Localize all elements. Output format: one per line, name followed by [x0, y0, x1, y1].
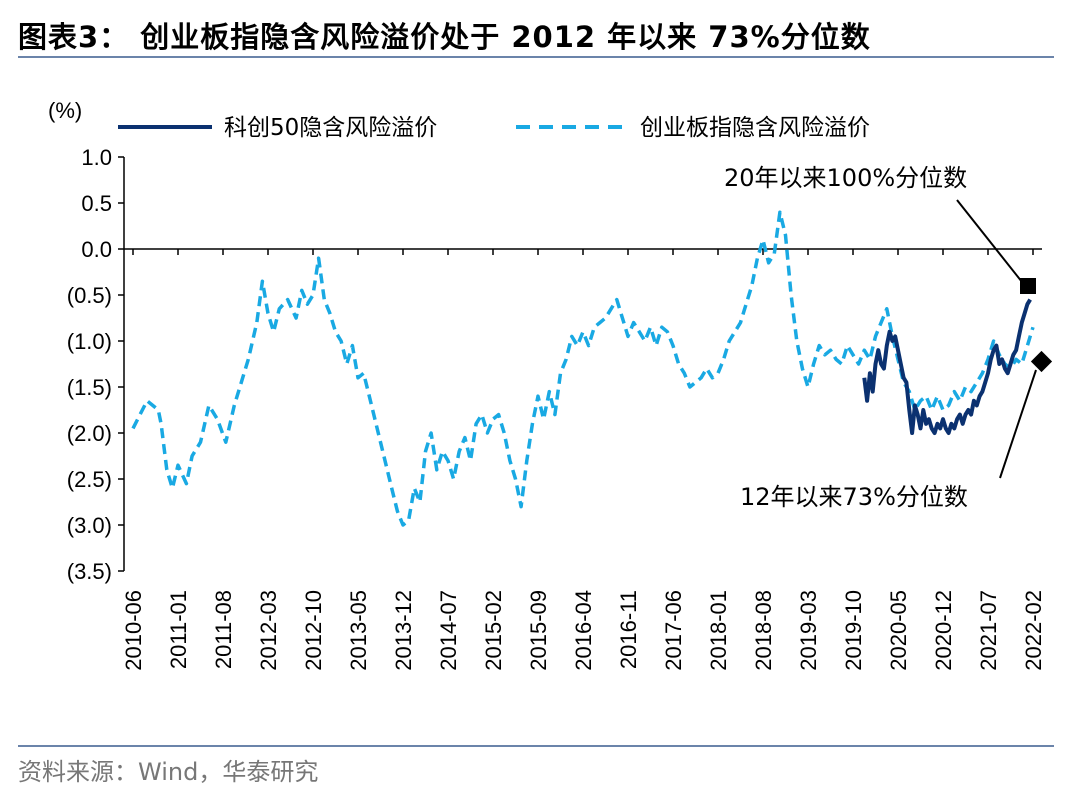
x-tick-label: 2011-08	[211, 590, 236, 669]
y-tick-label: 0.0	[81, 237, 112, 262]
annotation-leader-cyb	[999, 369, 1037, 479]
x-tick-label: 2022-02	[1021, 590, 1046, 671]
x-tick-label: 2020-12	[931, 590, 956, 671]
x-tick-label: 2016-11	[616, 590, 641, 669]
y-tick-label: 1.0	[81, 145, 112, 170]
chart-title: 图表3： 创业板指隐含风险溢价处于 2012 年以来 73%分位数	[18, 20, 871, 54]
footer-divider	[18, 745, 1054, 747]
x-tick-label: 2020-05	[886, 590, 911, 671]
y-tick-label: (1.0)	[67, 329, 112, 354]
annotation-marker-kc50	[1020, 278, 1036, 294]
chart-canvas: (%) 科创50隐含风险溢价 创业板指隐含风险溢价 1.0 0.5 0.0 (0.5)…	[48, 98, 1053, 671]
y-tick-label: 0.5	[81, 191, 112, 216]
source-note: 资料来源：Wind，华泰研究	[18, 758, 319, 786]
x-tick-label: 2013-05	[346, 590, 371, 671]
series-group	[131, 210, 1035, 527]
title-divider	[18, 56, 1054, 58]
annotation-marker-cyb	[1030, 350, 1053, 373]
x-tick-label: 2019-10	[841, 590, 866, 671]
series-line-kc50	[862, 298, 1032, 435]
x-tick-label: 2012-10	[301, 590, 326, 671]
x-tick-label: 2011-01	[166, 590, 191, 669]
x-tick-label: 2014-07	[436, 590, 461, 671]
legend-label-cyb: 创业板指隐含风险溢价	[640, 115, 870, 141]
x-tick-label: 2017-06	[661, 590, 686, 671]
x-tick-label: 2015-09	[526, 590, 551, 671]
annotation-cyb: 12年以来73%分位数	[740, 483, 968, 511]
x-tick-label: 2015-02	[481, 590, 506, 671]
y-unit-label: (%)	[48, 98, 82, 123]
y-tick-label: (2.5)	[67, 467, 112, 492]
x-tick-label: 2016-04	[571, 590, 596, 671]
x-tick-label: 2013-12	[391, 590, 416, 671]
legend-label-kc50: 科创50隐含风险溢价	[224, 115, 437, 141]
x-tick-label: 2012-03	[256, 590, 281, 671]
x-tick-label: 2019-03	[796, 590, 821, 671]
x-tick-label: 2018-01	[706, 590, 731, 671]
legend: 科创50隐含风险溢价 创业板指隐含风险溢价	[118, 115, 870, 141]
series-line-cyb	[131, 210, 1035, 527]
x-tick-label: 2021-07	[976, 590, 1001, 671]
x-tick-label: 2018-08	[751, 590, 776, 671]
y-tick-label: (3.5)	[67, 559, 112, 584]
y-tick-label: (3.0)	[67, 513, 112, 538]
y-axis: 1.0 0.5 0.0 (0.5) (1.0) (1.5) (2.0) (2.5) (3.0) (…	[67, 145, 125, 584]
y-tick-label: (1.5)	[67, 375, 112, 400]
y-tick-label: (2.0)	[67, 421, 112, 446]
x-axis: 2010-06 2011-01 2011-08 2012-03 2012-10 2013-…	[121, 248, 1046, 671]
annotations: 20年以来100%分位数 12年以来73%分位数	[724, 164, 1053, 511]
y-tick-label: (0.5)	[67, 283, 112, 308]
x-tick-label: 2010-06	[121, 590, 146, 671]
annotation-leader-kc50	[956, 199, 1023, 283]
annotation-kc50: 20年以来100%分位数	[724, 164, 967, 192]
